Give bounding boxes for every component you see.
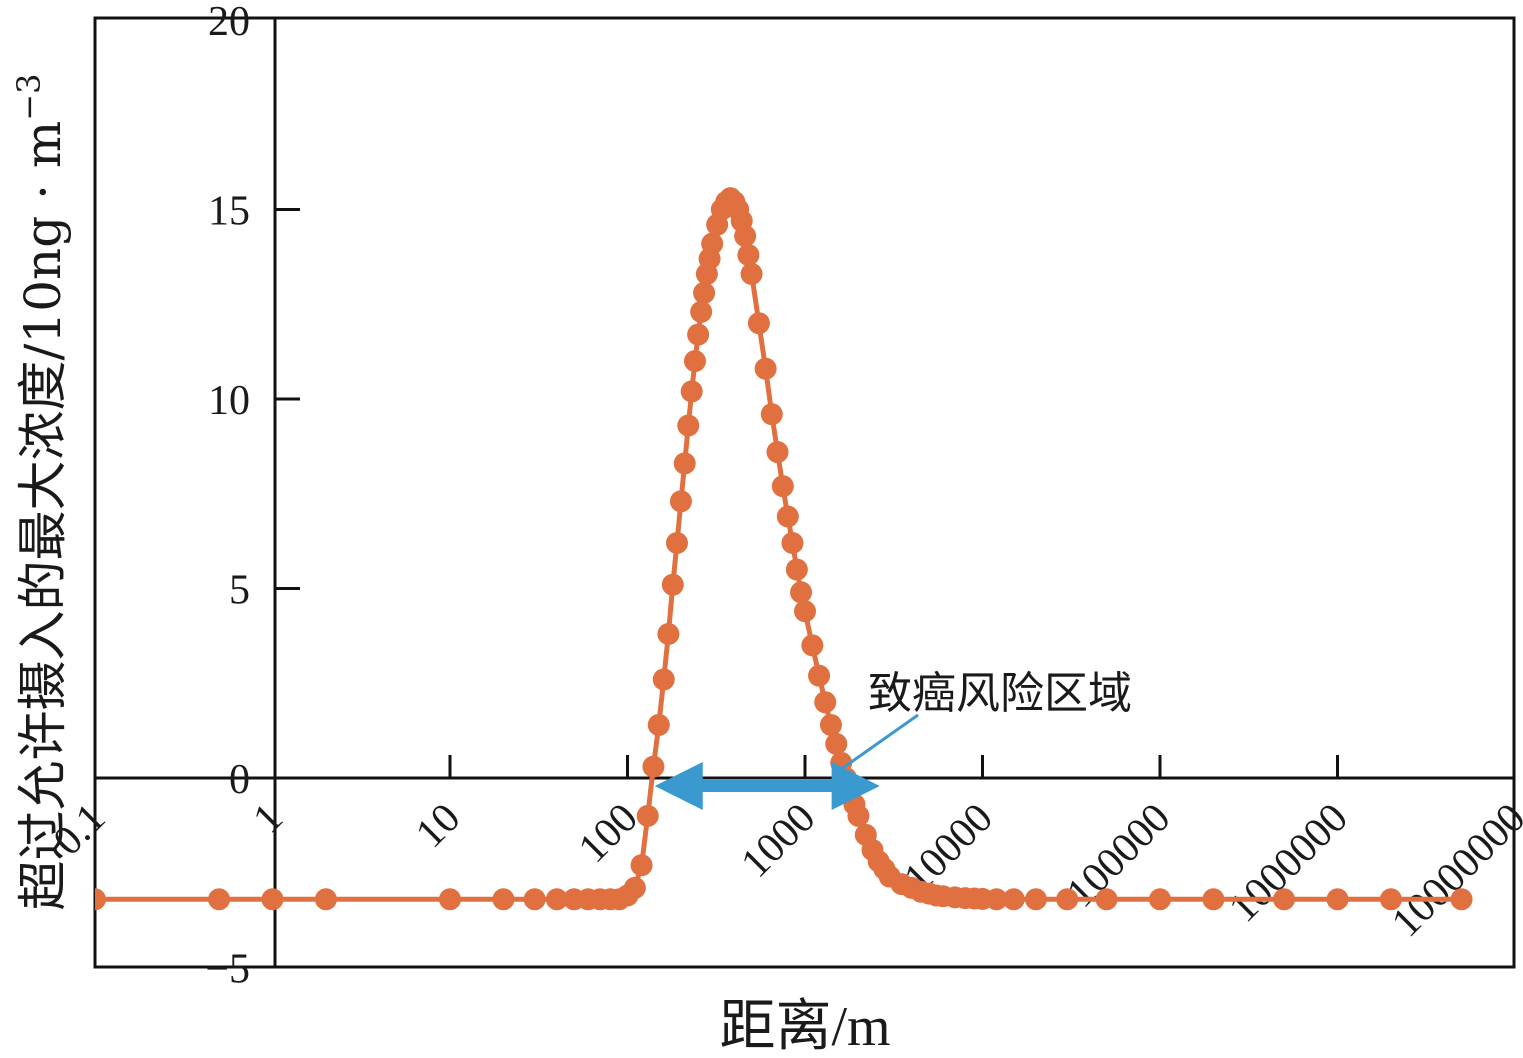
annotation-label: 致癌风险区域 [868,668,1132,719]
data-point [95,888,106,911]
y-tick-label: 0 [229,757,250,803]
data-point [790,581,813,604]
y-tick-label: 15 [208,189,250,235]
series-line [95,194,1462,902]
data-point [734,225,757,248]
data-point [652,668,675,691]
data-point [623,876,646,899]
x-tick-label: 1000 [733,795,825,887]
data-point [1379,888,1402,911]
risk-region-annotation: 致癌风险区域 [654,668,1132,810]
data-point [801,634,824,657]
data-point [785,558,808,581]
x-axis-title: 距离/m [719,996,890,1058]
data-point [771,475,794,498]
data-point [492,888,515,911]
data-point [701,232,724,255]
data-point [665,532,688,555]
data-point [677,414,700,437]
data-point [1002,888,1025,911]
y-axis-title-main: 超过允许摄入的最大浓度/10ng · m [14,121,72,911]
data-point [642,755,665,778]
data-point [673,452,696,475]
x-tick-label: 1 [245,795,292,842]
data-point [208,888,231,911]
x-tick-label: 1000000 [1220,795,1356,931]
data-point [1056,888,1079,911]
data-point [636,804,659,827]
y-tick-label: 10 [208,378,250,424]
y-tick-label: −5 [205,947,250,993]
y-axis-title: 超过允许摄入的最大浓度/10ng · m−3 [10,74,72,911]
data-point [847,804,870,827]
data-point [754,357,777,380]
data-point [661,573,684,596]
data-point [747,312,770,335]
data-point [794,600,816,623]
data-point [680,380,703,403]
data-point [630,854,653,877]
data-point [647,713,670,736]
data-point [1326,888,1349,911]
data-point [808,664,831,687]
data-point [1450,888,1473,911]
data-point [545,888,568,911]
series-points [95,187,1473,911]
data-point [523,888,546,911]
data-point [737,243,760,266]
data-point [766,441,789,464]
data-point [740,262,763,285]
data-point [693,281,716,304]
data-point [1149,888,1171,911]
y-axis-title-superscript: −3 [10,74,48,121]
y-tick-label: 5 [229,568,250,614]
data-point [1024,888,1047,911]
data-point [314,888,337,911]
data-point [687,323,710,346]
data-point [1273,888,1296,911]
y-axis-ticks: −5 0 5 10 15 20 [205,0,300,993]
data-point [776,505,799,528]
data-point [683,350,706,373]
data-point [261,888,284,911]
data-point [781,532,804,555]
annotation-leader-line [839,713,919,772]
plot-frame [93,16,1516,969]
data-point [825,732,848,755]
x-tick-label: 10 [407,795,469,857]
data-point [669,490,692,513]
data-point [1202,888,1225,911]
data-point [760,403,783,426]
data-point [1095,888,1118,911]
data-point [657,622,680,645]
x-tick-label: 10000000 [1383,795,1523,946]
data-point [690,300,713,323]
data-point [819,713,842,736]
data-point [985,888,1008,911]
y-tick-label: 20 [208,0,250,45]
data-point [439,888,461,911]
data-point [814,691,837,714]
